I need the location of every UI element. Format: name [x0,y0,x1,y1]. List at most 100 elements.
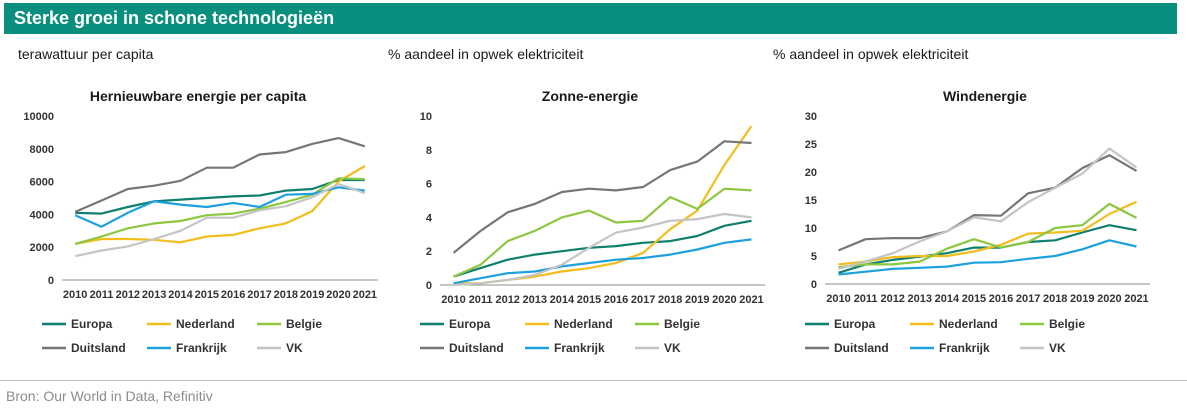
chart-title: Zonne-energie [542,88,639,104]
source-note: Bron: Our World in Data, Refinitiv [6,388,213,404]
legend-label: Frankrijk [554,341,605,355]
legend-label: Europa [834,317,876,331]
legend-label: Belgie [1049,317,1085,331]
y-tick-label: 5 [811,251,817,263]
y-tick-label: 10 [805,223,817,235]
x-tick-label: 2014 [935,293,960,305]
y-tick-label: 0 [426,280,432,292]
series-line-duitsland [838,154,1138,252]
x-tick-label: 2019 [300,289,324,301]
x-tick-label: 2016 [221,289,245,301]
series-line-belgie [74,177,365,245]
y-tick-label: 0 [811,279,817,291]
unit-label-chart-1: terawattuur per capita [18,46,154,62]
x-tick-label: 2020 [712,294,736,306]
chart-title: Hernieuwbare energie per capita [90,88,307,104]
x-tick-label: 2020 [326,289,350,301]
x-tick-label: 2021 [353,289,377,301]
x-tick-label: 2021 [739,294,763,306]
series-line-frankrijk [74,186,365,228]
series-line-frankrijk [453,238,752,285]
y-tick-label: 8000 [30,144,54,156]
legend-label: VK [664,341,681,355]
series-line-europa [75,178,365,215]
y-tick-label: 10 [420,111,432,123]
x-tick-label: 2011 [469,294,493,306]
series-line-belgie [838,202,1138,269]
legend-label: Europa [449,317,491,331]
y-tick-label: 2 [426,246,432,258]
x-tick-label: 2014 [550,294,575,306]
x-tick-label: 2010 [826,293,850,305]
x-tick-label: 2016 [989,293,1013,305]
series-line-nederland [74,165,366,245]
y-tick-label: 2000 [30,242,54,254]
x-tick-label: 2018 [1043,293,1067,305]
x-tick-label: 2018 [658,294,682,306]
legend-label: Europa [71,317,113,331]
legend-label: Frankrijk [176,341,227,355]
unit-label-chart-2: % aandeel in opwek elektriciteit [388,46,584,62]
y-tick-label: 4 [426,212,433,224]
y-tick-label: 6 [426,179,432,191]
legend-label: VK [286,341,303,355]
series-line-europa [453,219,752,278]
series-line-duitsland [452,140,752,254]
y-tick-label: 8 [426,145,432,157]
x-tick-label: 2021 [1124,293,1148,305]
x-tick-label: 2017 [247,289,271,301]
series-line-nederland [453,125,753,285]
legend-label: Duitsland [449,341,504,355]
x-tick-label: 2013 [908,293,932,305]
chart-title: Windenergie [943,88,1027,104]
x-tick-label: 2019 [685,294,709,306]
x-tick-label: 2010 [63,289,87,301]
unit-label-chart-3: % aandeel in opwek elektriciteit [773,46,969,62]
legend-label: Nederland [939,317,998,331]
y-tick-label: 25 [805,139,817,151]
series-line-duitsland [74,136,366,213]
x-tick-label: 2015 [962,293,986,305]
x-tick-label: 2015 [577,294,601,306]
legend-label: Nederland [554,317,613,331]
chart-renewable-per-capita: Hernieuwbare energie per capita 0 2000 4000… [23,88,378,355]
y-tick-label: 15 [805,195,817,207]
legend-label: VK [1049,341,1066,355]
legend-label: Duitsland [834,341,889,355]
header-bar: Sterke groei in schone technologieën [4,3,1177,34]
x-tick-label: 2017 [1016,293,1040,305]
footer-divider [0,380,1187,381]
series-line-nederland [838,200,1137,266]
y-tick-label: 4000 [30,209,54,221]
y-tick-label: 10000 [23,111,54,123]
x-tick-label: 2012 [116,289,140,301]
y-tick-label: 6000 [30,177,54,189]
x-tick-label: 2012 [495,294,519,306]
series-line-vk [838,147,1138,270]
series-line-belgie [453,187,752,278]
x-tick-label: 2011 [854,293,878,305]
series-line-vk [74,182,366,258]
legend-label: Frankrijk [939,341,990,355]
x-tick-label: 2010 [441,294,465,306]
legend-label: Nederland [176,317,235,331]
x-tick-label: 2011 [90,289,114,301]
legend-label: Belgie [664,317,700,331]
x-tick-label: 2012 [880,293,904,305]
x-tick-label: 2014 [168,289,193,301]
x-tick-label: 2020 [1097,293,1121,305]
x-tick-label: 2016 [604,294,628,306]
legend-label: Duitsland [71,341,126,355]
x-tick-label: 2015 [195,289,219,301]
y-tick-label: 30 [805,111,817,123]
series-line-frankrijk [838,239,1137,276]
page-title: Sterke groei in schone technologieën [14,8,335,28]
y-tick-label: 0 [48,275,54,287]
x-tick-label: 2013 [142,289,166,301]
chart-solar-energy: Zonne-energie 0 2 4 6 8 10 2010 2011 2012 2013 2014… [420,88,765,355]
x-tick-label: 2018 [274,289,298,301]
y-tick-label: 20 [805,167,817,179]
x-tick-label: 2017 [631,294,655,306]
series-line-vk [453,212,752,287]
